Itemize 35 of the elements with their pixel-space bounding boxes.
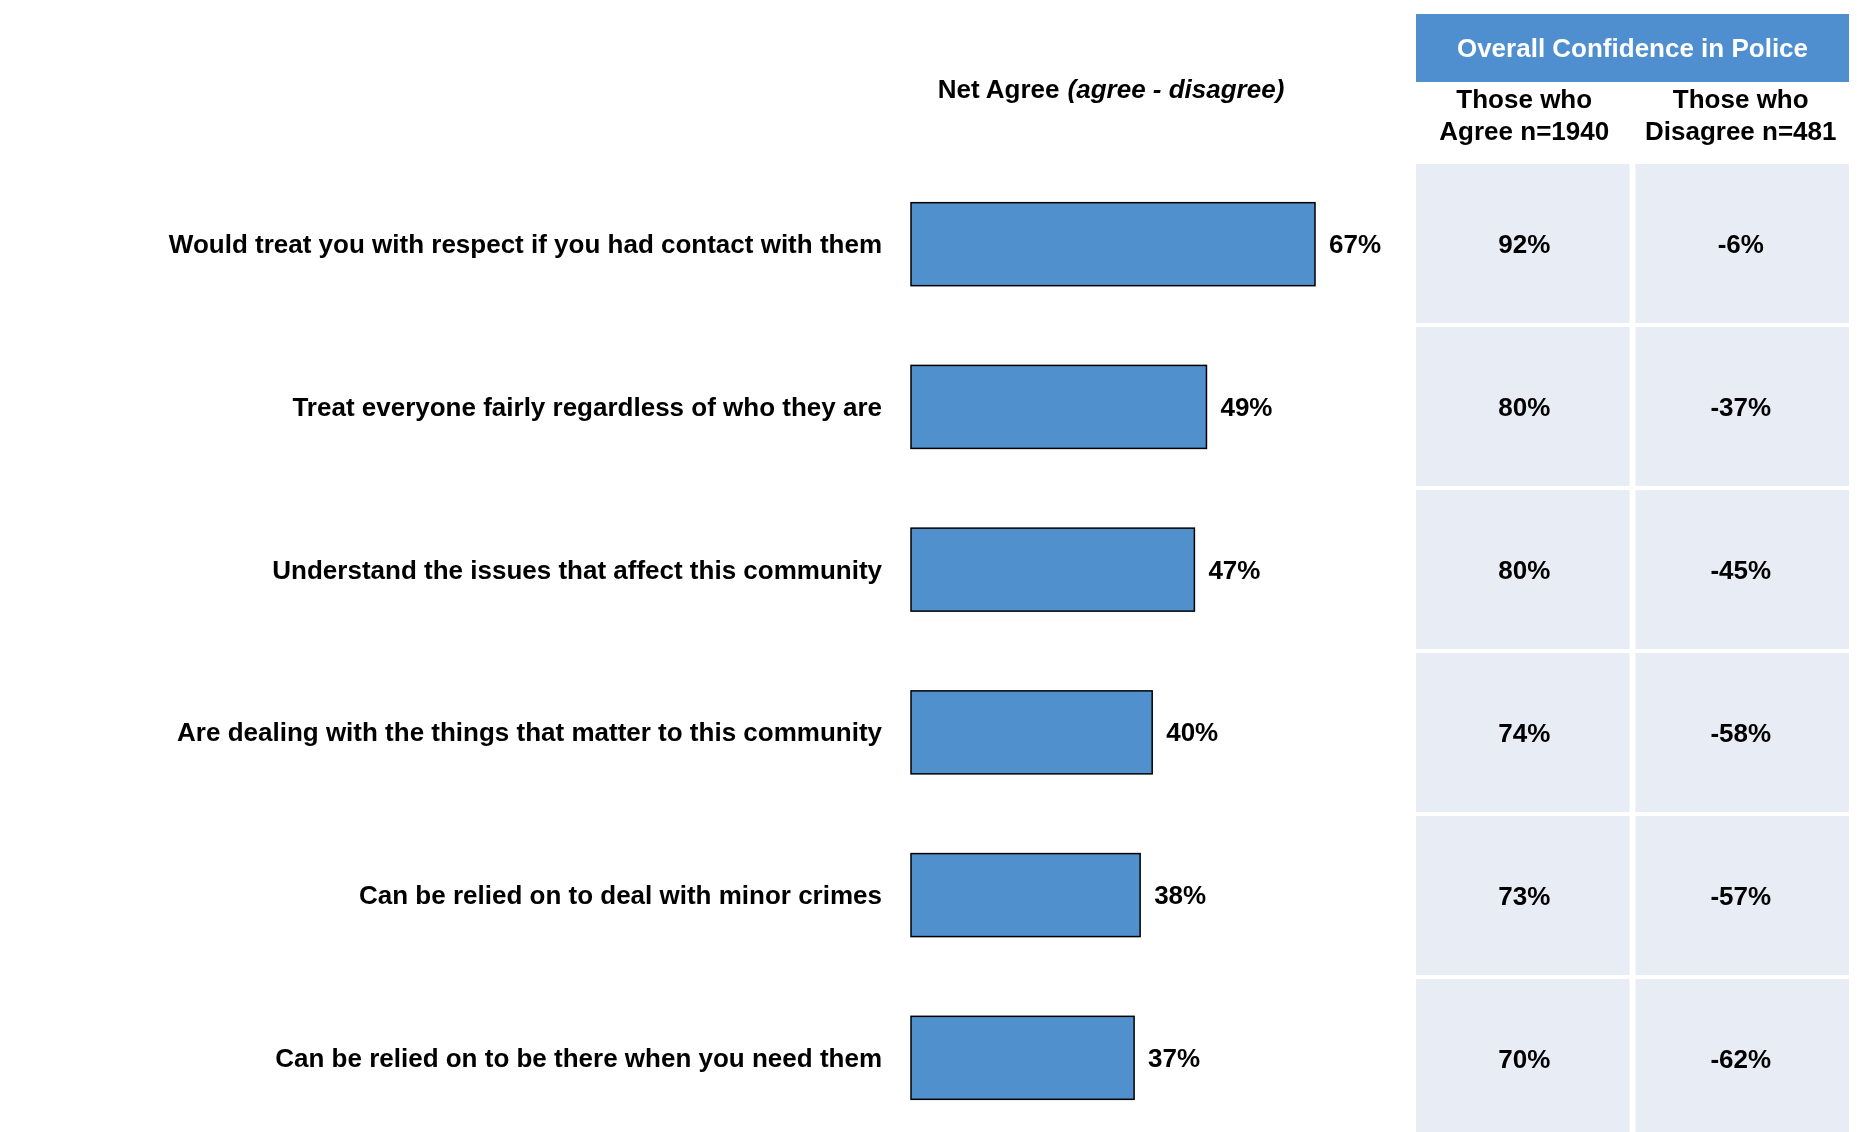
x-tick-label: Those who Disagree n=481 (1644, 84, 1837, 146)
data-label: 80% (1498, 554, 1551, 585)
chart-subtitle: (agree - disagree) (1067, 74, 1285, 104)
y-tick-label: Are dealing with the things that matter to this community (177, 717, 883, 748)
data-label: -57% (1710, 880, 1772, 911)
data-label: -6% (1717, 228, 1764, 259)
bar (910, 852, 1141, 938)
data-label: 37% (1148, 1042, 1201, 1073)
data-label: 40% (1166, 717, 1219, 748)
chart-title: Net Agree (937, 74, 1060, 104)
y-tick-label: Can be relied on to be there when you need them (275, 1042, 882, 1073)
data-label: 70% (1498, 1043, 1551, 1074)
data-label: -62% (1710, 1043, 1772, 1074)
data-label: 47% (1208, 554, 1261, 585)
y-tick-label: Can be relied on to deal with minor crimes (359, 880, 882, 911)
data-label: 80% (1498, 391, 1551, 422)
bar (910, 201, 1316, 287)
bar (910, 527, 1196, 612)
data-label: -37% (1710, 391, 1772, 422)
data-label: 92% (1498, 228, 1551, 259)
data-label: -58% (1710, 717, 1772, 748)
bar (910, 364, 1208, 450)
data-label: -45% (1710, 554, 1772, 585)
data-label: 67% (1329, 229, 1382, 260)
data-label: 73% (1498, 880, 1551, 911)
bar (910, 690, 1153, 775)
data-label: 74% (1498, 717, 1551, 748)
y-tick-label: Would treat you with respect if you had contact with them (168, 229, 882, 260)
data-label: 38% (1154, 880, 1207, 911)
y-tick-label: Treat everyone fairly regardless of who they are (292, 392, 882, 423)
chart-title: Overall Confidence in Police (1456, 33, 1809, 64)
bar (910, 1015, 1135, 1101)
data-label: 49% (1220, 392, 1273, 423)
x-tick-label: Those who Agree n=1940 (1439, 84, 1610, 146)
y-tick-label: Understand the issues that affect this community (272, 554, 883, 585)
